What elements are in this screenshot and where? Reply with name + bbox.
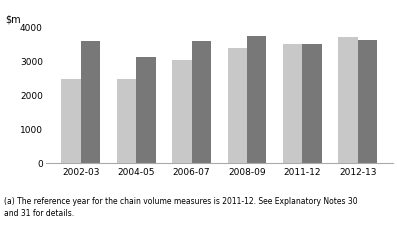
- Bar: [117, 79, 136, 163]
- Bar: [283, 44, 303, 163]
- Bar: [227, 48, 247, 163]
- Bar: [81, 41, 100, 163]
- Text: $m: $m: [6, 15, 21, 25]
- Bar: [62, 79, 81, 163]
- Text: (a) The reference year for the chain volume measures is 2011-12. See Explanatory: (a) The reference year for the chain vol…: [4, 197, 358, 218]
- Bar: [247, 36, 266, 163]
- Bar: [192, 41, 211, 163]
- Bar: [172, 59, 192, 163]
- Legend: Current prices, Chain volume measures(a): Current prices, Chain volume measures(a): [50, 0, 180, 1]
- Bar: [136, 57, 156, 163]
- Bar: [358, 40, 377, 163]
- Bar: [339, 37, 358, 163]
- Bar: [303, 44, 322, 163]
